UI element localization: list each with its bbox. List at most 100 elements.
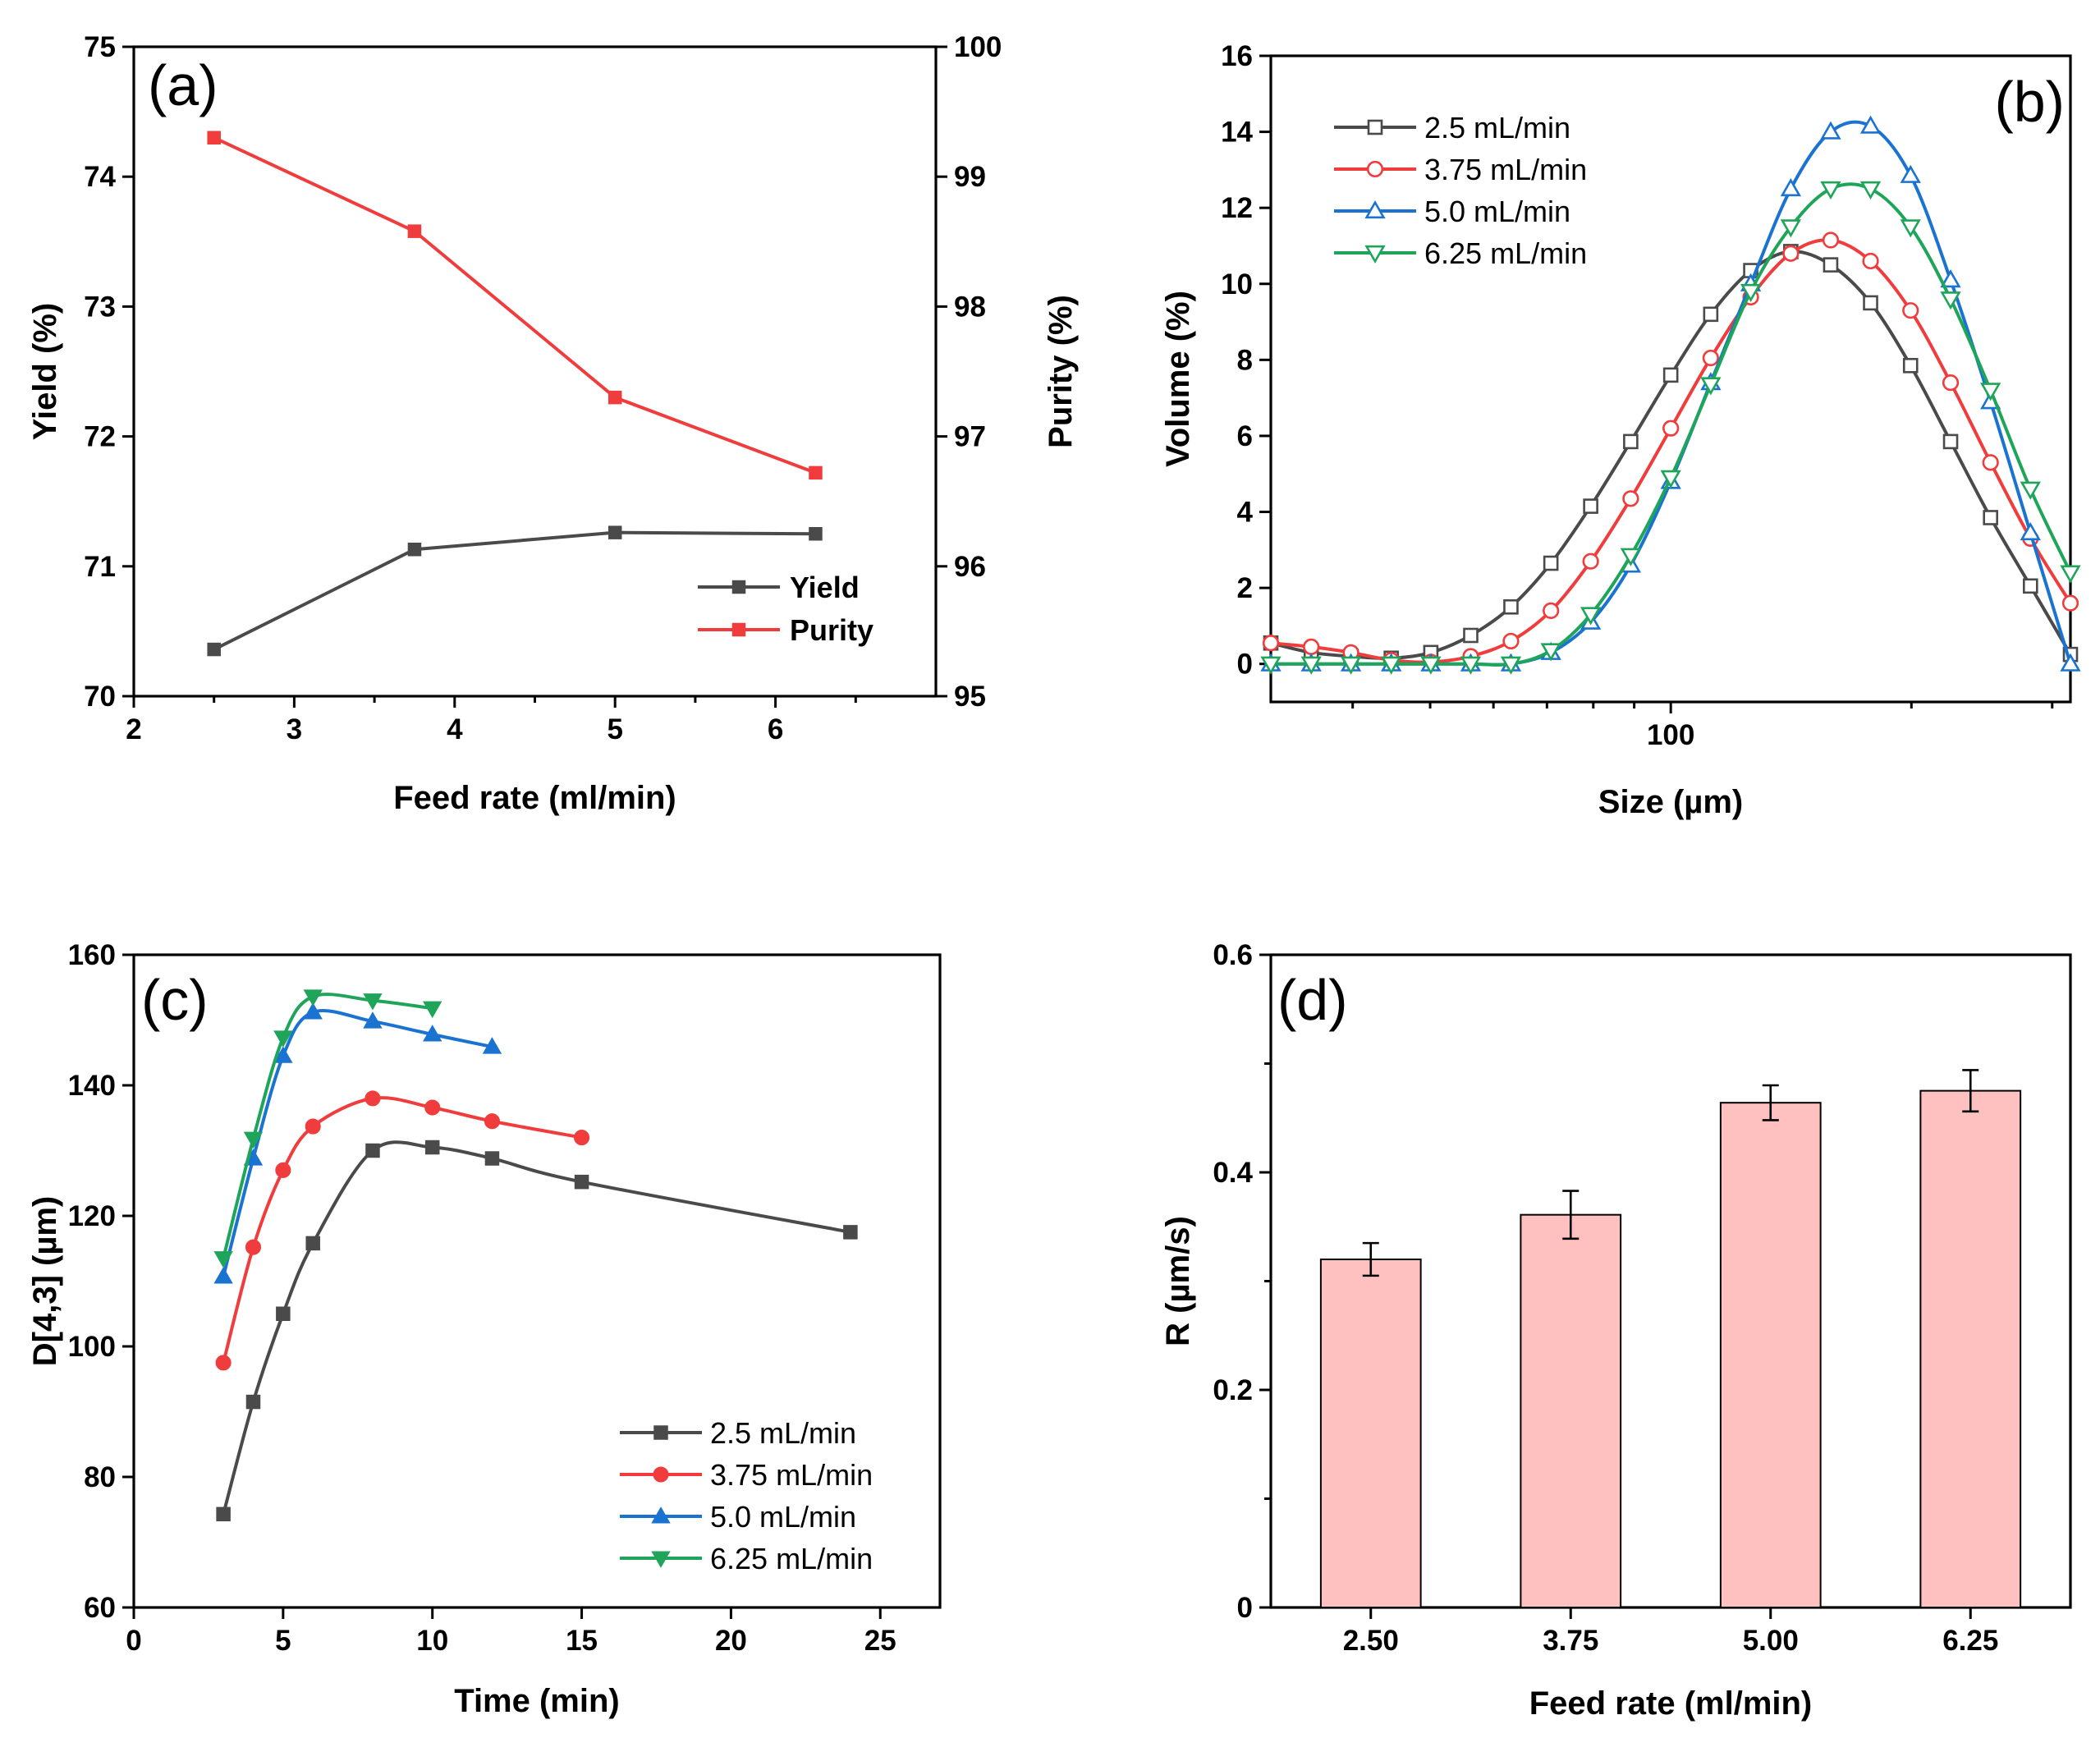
panel-c-point <box>363 1011 383 1029</box>
panel-d-ytick-label: 0.6 <box>1213 939 1253 971</box>
panel-b-point <box>2022 578 2038 594</box>
panel-c-legend-marker <box>651 1506 671 1524</box>
panel-b-point <box>1820 121 1841 140</box>
panel-c-point <box>423 1025 442 1042</box>
panel-d: 0 0.2 0.4 0.6 2.50 3.75 5.00 6.25 Feed rate (ml/… <box>1160 939 2072 1722</box>
panel-a-purity-point <box>207 131 221 144</box>
panel-d-bar-5.00 <box>1719 1102 1822 1608</box>
panel-b-point <box>2060 653 2081 672</box>
panel-a-xtick-label: 3 <box>287 713 302 745</box>
panel-b-point <box>1540 643 1561 662</box>
panel-c-point <box>423 1001 442 1019</box>
panel-b-point <box>1859 181 1882 200</box>
panel-c-point <box>303 989 323 1007</box>
panel-b-point <box>2020 481 2041 500</box>
panel-d-bar-6.25 <box>1919 1089 2022 1608</box>
panel-c-legend-label: 3.75 mL/min <box>710 1458 873 1492</box>
panel-b-point <box>1580 607 1602 626</box>
panel-b-point <box>2060 565 2081 584</box>
panel-d-bar-2.50 <box>1319 1259 1422 1608</box>
panel-b-point <box>1500 656 1522 675</box>
panel-a-legend-marker <box>731 622 746 637</box>
panel-a-y2tick-label: 96 <box>954 551 986 583</box>
panel-b-point <box>1543 602 1560 619</box>
panel-b-point <box>1340 656 1362 675</box>
panel-b-legend-label: 3.75 mL/min <box>1424 153 1587 186</box>
panel-a-ytick-label: 72 <box>84 421 116 453</box>
panel-a-xtick-label: 4 <box>447 713 463 745</box>
panel-c-point <box>424 1140 440 1155</box>
panel-c-ytick-label: 60 <box>84 1592 116 1624</box>
panel-c-point <box>574 1174 589 1190</box>
panel-c-xtick-label: 5 <box>275 1625 291 1657</box>
panel-a-yield-point <box>809 527 823 541</box>
panel-c-point <box>365 1143 380 1158</box>
panel-a-ytick-label: 74 <box>84 161 116 193</box>
panel-b-point <box>1502 632 1520 650</box>
panel-b-ytick-label: 6 <box>1237 420 1253 452</box>
panel-a-ylabel: Yield (%) <box>27 303 63 440</box>
panel-b-point <box>1980 383 2001 401</box>
panel-a-ytick-label: 70 <box>84 681 116 713</box>
panel-c-point <box>363 993 383 1011</box>
panel-c-point <box>303 1002 323 1020</box>
panel-c: 60 80 100 120 140 160 0 5 10 15 20 25 Time (min) D[4,… <box>27 939 942 1719</box>
panel-b-point <box>1859 115 1882 134</box>
panel-c-ytick-label: 160 <box>68 939 116 971</box>
panel-c-point <box>482 1037 502 1054</box>
panel-b-ytick-label: 14 <box>1221 117 1253 149</box>
panel-b-series-line <box>1270 250 2072 660</box>
panel-a-y2tick-label: 99 <box>954 161 986 193</box>
panel-c-point <box>245 1394 261 1410</box>
panel-b-ytick-label: 16 <box>1221 40 1253 72</box>
panel-a: 70 71 72 73 74 75 95 96 97 98 99 100 2 3 4 5 6 Feed rate … <box>27 31 1079 816</box>
panel-c-point <box>305 1236 320 1251</box>
panel-c-legend-marker <box>651 1551 671 1568</box>
panel-b-legend-label: 2.5 mL/min <box>1424 111 1570 144</box>
panel-b-point <box>1463 627 1479 644</box>
panel-b-xtick-label: 100 <box>1647 719 1694 751</box>
panel-a-purity-point <box>809 465 823 480</box>
panel-c-xtick-label: 15 <box>566 1625 598 1657</box>
panel-b-point <box>1262 635 1280 652</box>
panel-b-point <box>1703 306 1719 323</box>
panel-c-legend-label: 2.5 mL/min <box>710 1416 856 1450</box>
panel-b-legend-label: 5.0 mL/min <box>1424 195 1570 228</box>
panel-b-point <box>1583 498 1598 514</box>
panel-c-point <box>213 1251 233 1268</box>
panel-c-point <box>213 1267 233 1284</box>
panel-c-point <box>365 1090 381 1107</box>
panel-a-series-purity-line <box>213 135 817 475</box>
panel-b: 0 2 4 6 8 10 12 14 16 100 Size (µm) Volume (%) (b) 2.… <box>1160 40 2081 820</box>
panel-a-purity-point <box>608 390 622 405</box>
panel-b-point <box>1662 420 1680 437</box>
panel-b-point <box>1740 283 1762 303</box>
panel-d-xlabel: Feed rate (ml/min) <box>1529 1685 1813 1722</box>
panel-b-point <box>1660 470 1681 488</box>
panel-c-axes-frame <box>132 953 942 1609</box>
panel-b-label: (b) <box>1994 70 2065 134</box>
panel-c-point <box>574 1130 590 1146</box>
panel-a-yield-point <box>407 542 422 557</box>
panel-a-xtick-label: 5 <box>607 713 622 745</box>
panel-b-point <box>1582 553 1599 570</box>
panel-b-point <box>1260 656 1282 675</box>
panel-c-legend-label: 6.25 mL/min <box>710 1542 873 1575</box>
panel-a-xtick-label: 2 <box>126 713 141 745</box>
panel-a-ytick-label: 75 <box>84 31 116 63</box>
panel-b-ytick-label: 2 <box>1237 572 1253 604</box>
panel-b-point <box>1940 269 1961 288</box>
panel-c-point <box>484 1151 500 1166</box>
panel-a-legend-label: Yield <box>790 571 860 604</box>
panel-b-point <box>1822 232 1840 249</box>
panel-b-point <box>1503 598 1519 615</box>
panel-c-point <box>216 1506 231 1522</box>
panel-a-purity-point <box>407 224 422 238</box>
panel-b-point <box>1940 291 1961 310</box>
panel-b-point <box>1863 295 1878 311</box>
panel-b-point <box>1460 656 1482 675</box>
panel-b-point <box>1381 656 1402 675</box>
panel-b-ytick-label: 0 <box>1237 649 1253 681</box>
panel-d-xtick-label: 5.00 <box>1743 1625 1799 1657</box>
